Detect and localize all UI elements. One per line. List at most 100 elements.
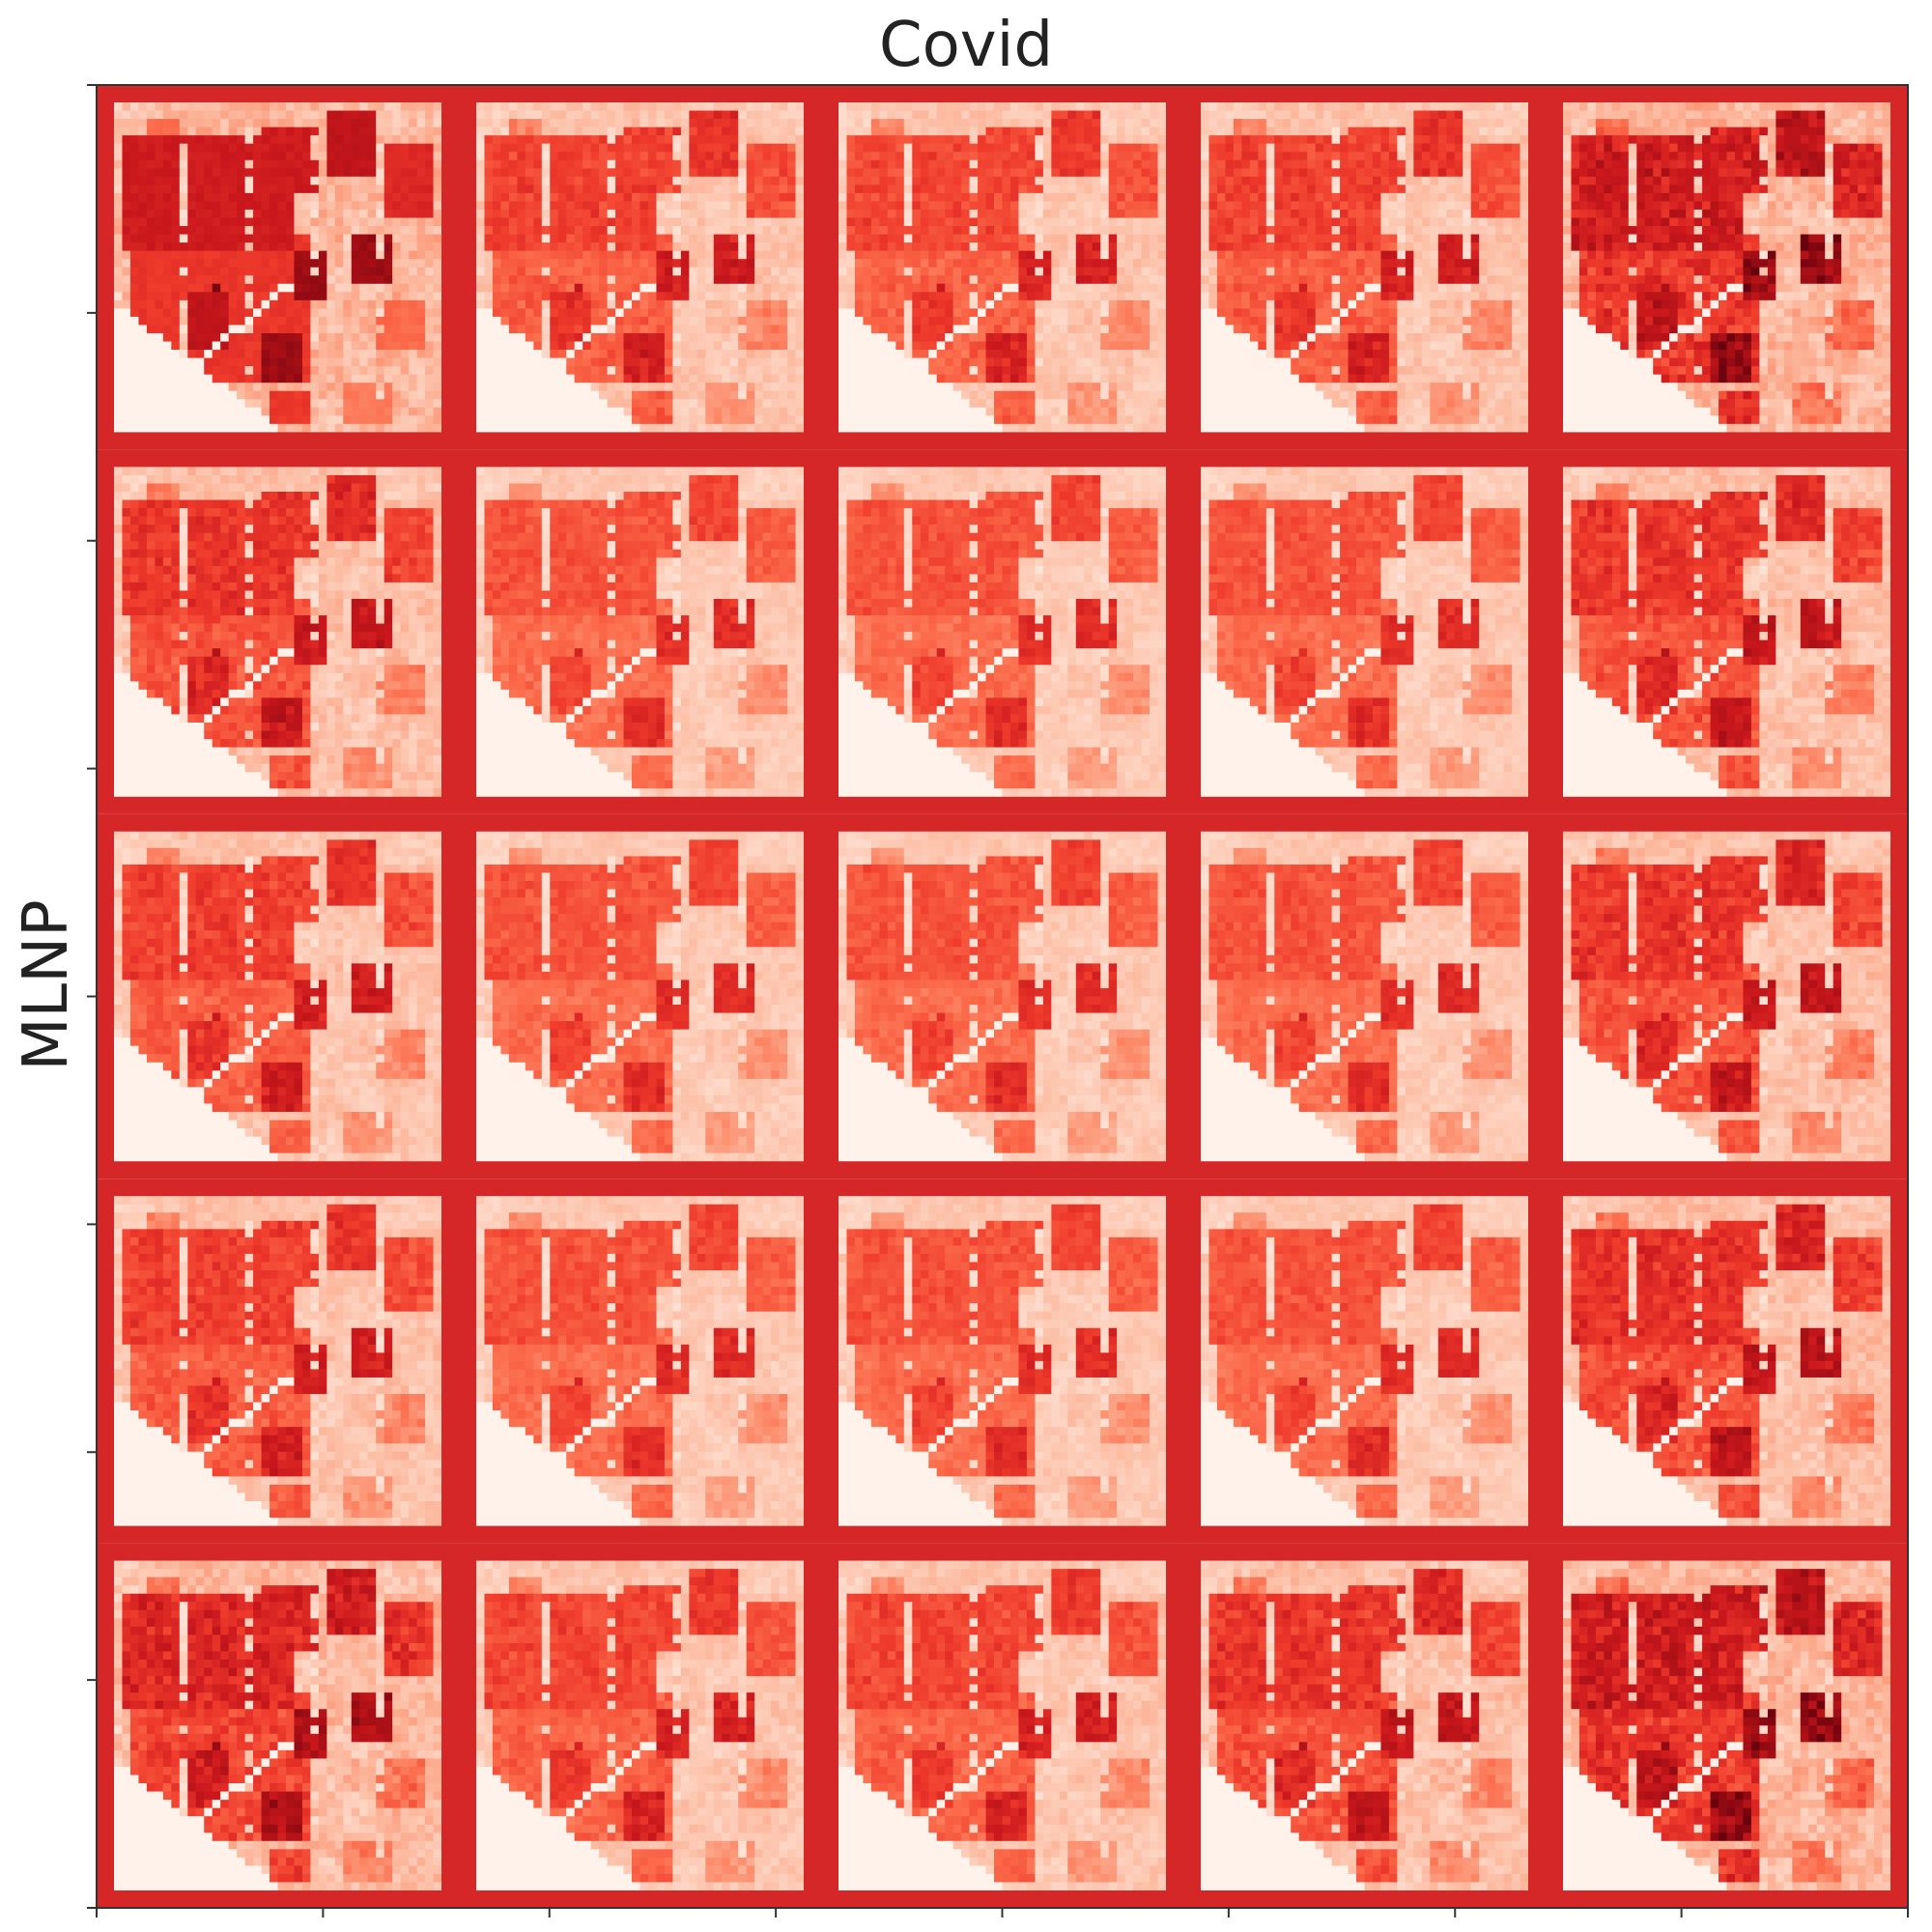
heatmap-cell (433, 242, 442, 252)
heatmap-cell (985, 407, 995, 416)
heatmap-cell (1059, 168, 1068, 178)
heatmap-cell (261, 390, 270, 400)
heatmap-cell (746, 350, 755, 359)
heatmap-cell (1225, 127, 1235, 136)
heatmap-cell (863, 415, 872, 425)
heatmap-cell (237, 127, 246, 136)
heatmap-cell (204, 242, 213, 252)
heatmap-cell (754, 201, 764, 211)
heatmap-cell (384, 234, 393, 243)
heatmap-cell (771, 374, 781, 384)
heatmap-cell (590, 267, 600, 276)
heatmap-cell (359, 267, 369, 276)
heatmap-cell (705, 357, 715, 367)
heatmap-cell (779, 423, 788, 433)
heatmap-cell (945, 332, 954, 343)
heatmap-cell (525, 226, 534, 236)
heatmap-cell (870, 357, 880, 367)
heatmap-cell (409, 283, 418, 293)
heatmap-cell (162, 192, 172, 203)
heatmap-cell (270, 383, 279, 392)
heatmap-cell (689, 192, 698, 203)
heatmap-cell (1265, 110, 1275, 120)
heatmap-cell (384, 308, 393, 318)
heatmap-cell (779, 143, 788, 153)
heatmap-cell (632, 127, 641, 136)
heatmap-cell (746, 308, 755, 318)
heatmap-cell (343, 119, 353, 128)
heatmap-cell (253, 399, 263, 409)
heatmap-cell (517, 390, 526, 400)
heatmap-cell (517, 374, 526, 384)
heatmap-cell (632, 366, 641, 376)
heatmap-cell (779, 242, 788, 252)
heatmap-cell (171, 407, 181, 416)
heatmap-cell (220, 102, 230, 112)
heatmap-cell (713, 316, 723, 327)
heatmap-cell (327, 390, 336, 400)
heatmap-cell (409, 350, 418, 359)
heatmap-cell (476, 308, 486, 318)
heatmap-cell (484, 292, 494, 301)
heatmap-cell (294, 234, 303, 243)
heatmap-cell (1092, 192, 1101, 203)
heatmap-cell (689, 159, 698, 169)
heatmap-cell (632, 325, 641, 334)
heatmap-cell (1133, 217, 1143, 227)
heatmap-cell (508, 374, 518, 384)
heatmap-cell (928, 127, 938, 136)
heatmap-cell (492, 275, 502, 285)
heatmap-cell (1397, 110, 1406, 120)
heatmap-cell (476, 168, 486, 178)
heatmap-cell (1084, 143, 1094, 153)
heatmap-cell (162, 201, 172, 211)
heatmap-cell (476, 415, 486, 425)
heatmap-cell (771, 325, 781, 334)
heatmap-cell (1035, 308, 1044, 318)
heatmap-cell (162, 102, 172, 112)
heatmap-cell (912, 217, 922, 227)
heatmap-cell (294, 135, 303, 145)
heatmap-cell (244, 168, 254, 178)
heatmap-cell (846, 316, 856, 327)
heatmap-cell (392, 119, 402, 128)
heatmap-cell (541, 283, 551, 293)
heatmap-cell (985, 176, 995, 185)
heatmap-cell (294, 226, 303, 236)
heatmap-cell (550, 259, 559, 269)
heatmap-cell (582, 250, 592, 260)
heatmap-cell (680, 316, 690, 327)
heatmap-cell (639, 332, 649, 343)
heatmap-cell (1018, 399, 1028, 409)
heatmap-cell (1307, 102, 1317, 112)
heatmap-cell (1157, 201, 1167, 211)
heatmap-cell (779, 152, 788, 161)
heatmap-cell (533, 283, 543, 293)
heatmap-cell (887, 185, 896, 194)
heatmap-cell (416, 341, 426, 351)
heatmap-cell (689, 374, 698, 384)
heatmap-cell (237, 299, 246, 309)
heatmap-cell (557, 168, 567, 178)
heatmap-cell (476, 423, 486, 433)
heatmap-cell (212, 366, 221, 376)
heatmap-cell (425, 159, 435, 169)
heatmap-cell (155, 325, 164, 334)
heatmap-cell (680, 192, 690, 203)
heatmap-cell (1026, 135, 1036, 145)
heatmap-cell (854, 292, 865, 301)
heatmap-cell (795, 325, 805, 334)
heatmap-cell (212, 374, 221, 384)
heatmap-cell (639, 226, 649, 236)
heatmap-cell (155, 308, 164, 318)
heatmap-cell (895, 259, 905, 269)
heatmap-cell (508, 185, 518, 194)
heatmap-cell (895, 332, 905, 343)
heatmap-cell (994, 226, 1004, 236)
heatmap-cell (228, 407, 238, 416)
heatmap-cell (566, 308, 576, 318)
heatmap-cell (870, 143, 880, 153)
heatmap-cell (301, 159, 311, 169)
heatmap-cell (632, 152, 641, 161)
heatmap-cell (384, 127, 393, 136)
